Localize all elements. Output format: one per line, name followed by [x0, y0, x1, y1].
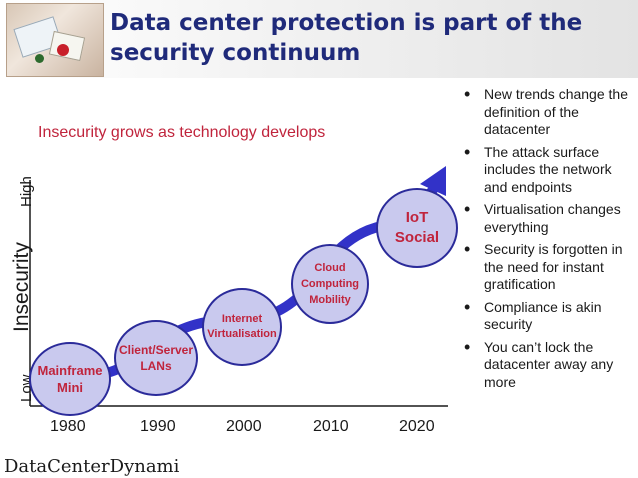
milestone-line: Social: [394, 229, 440, 246]
milestone-line: Mainframe: [37, 363, 103, 378]
milestone-line: LANs: [140, 359, 172, 373]
x-tick-label: 2020: [399, 418, 435, 435]
milestone-iot: IoT Social: [376, 188, 458, 268]
milestone-internet: Internet Virtualisation: [202, 288, 282, 366]
diagram-subtitle: Insecurity grows as technology develops: [38, 124, 326, 141]
bullet-item: New trends change the definition of the …: [460, 86, 638, 139]
x-tick-label: 2010: [313, 418, 349, 435]
footer-brand: DataCenterDynami: [4, 456, 180, 477]
trend-arrow-head: [420, 166, 446, 196]
milestone-line: Mobility: [309, 294, 351, 306]
photo-red-pin: [57, 44, 69, 56]
milestone-line: Cloud: [314, 262, 346, 274]
photo-green-pin: [35, 54, 44, 63]
milestone-mainframe: Mainframe Mini: [29, 342, 111, 416]
header-photo: [6, 3, 104, 77]
milestone-line: Virtualisation: [207, 328, 277, 340]
milestone-line: Client/Server: [118, 343, 194, 357]
milestone-line: Mini: [57, 380, 83, 395]
bullet-item: Virtualisation changes everything: [460, 201, 638, 236]
milestone-line: Computing: [300, 278, 360, 290]
milestone-line: IoT: [405, 209, 429, 226]
x-tick-label: 1990: [140, 418, 176, 435]
x-tick-label: 2000: [226, 418, 262, 435]
milestone-cloud: Cloud Computing Mobility: [291, 244, 369, 324]
milestone-client-server: Client/Server LANs: [114, 320, 198, 396]
x-tick-label: 1980: [50, 418, 86, 435]
bullet-list: New trends change the definition of the …: [460, 86, 638, 396]
bullet-item: Security is forgotten in the need for in…: [460, 241, 638, 294]
bullet-item: Compliance is akin security: [460, 299, 638, 334]
header-band: [0, 0, 638, 78]
bullet-item: The attack surface includes the network …: [460, 144, 638, 197]
slide-title: Data center protection is part of the se…: [110, 10, 583, 66]
milestone-line: Internet: [221, 313, 263, 325]
bullet-item: You can’t lock the datacenter away any m…: [460, 339, 638, 392]
